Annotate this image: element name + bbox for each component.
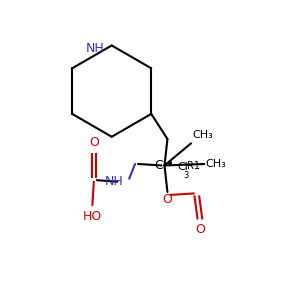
Text: R1: R1 <box>187 161 200 171</box>
Text: O: O <box>163 194 172 206</box>
Text: CH₃: CH₃ <box>193 130 213 140</box>
Text: •: • <box>166 157 174 171</box>
Text: 3: 3 <box>184 171 189 180</box>
Text: NH: NH <box>104 175 123 188</box>
Text: O: O <box>195 223 205 236</box>
Text: HO: HO <box>83 210 102 223</box>
Text: Cl: Cl <box>178 162 189 172</box>
Text: O: O <box>89 136 99 149</box>
Text: NH: NH <box>85 42 104 56</box>
Text: CH₃: CH₃ <box>206 159 226 169</box>
Text: C: C <box>154 159 163 172</box>
